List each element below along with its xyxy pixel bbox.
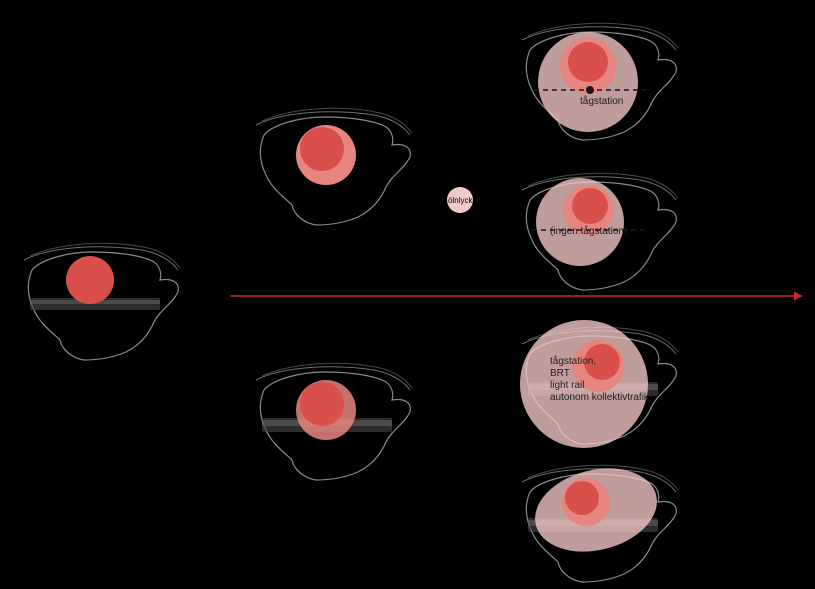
timeline-arrow — [0, 0, 815, 589]
center-badge-label: ölnlycke — [448, 195, 477, 207]
center-badge: ölnlycke — [447, 187, 473, 213]
diagram-canvas: ölnlycketågstation(ingen tågstation)tågs… — [0, 0, 815, 589]
